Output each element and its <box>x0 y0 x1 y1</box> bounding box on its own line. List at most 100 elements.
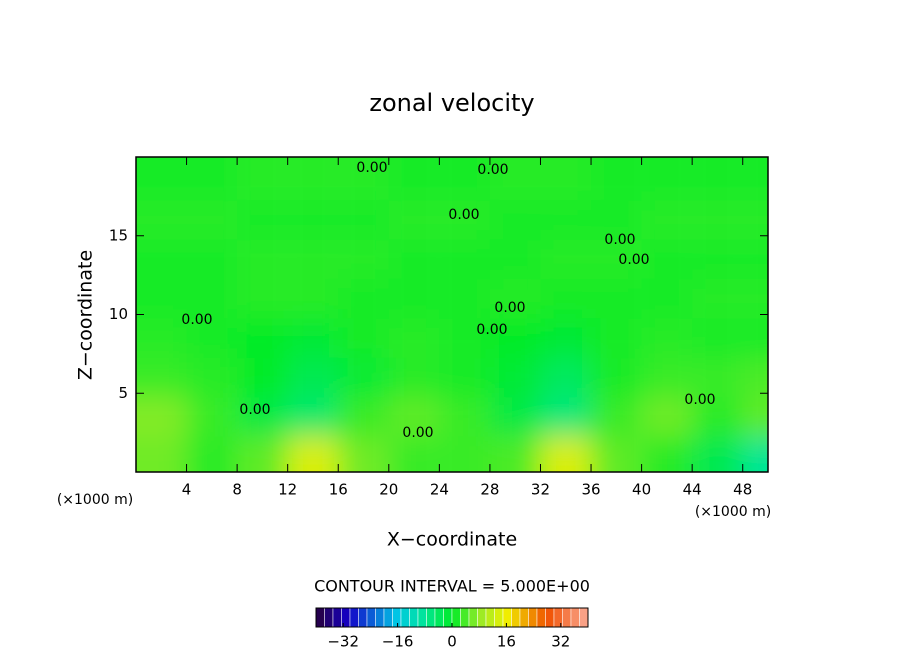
contour-label: 0.00 <box>239 402 270 418</box>
colorbar-cell <box>579 607 589 628</box>
field-cell <box>540 436 592 472</box>
field-cells <box>136 157 768 472</box>
field-cell <box>641 318 693 358</box>
colorbar-cell <box>358 607 368 628</box>
field-cell <box>237 157 288 201</box>
colorbar-tick-label: 0 <box>447 633 457 651</box>
contour-label: 0.00 <box>356 160 387 176</box>
field-cell <box>591 279 642 319</box>
field-cell <box>136 200 187 240</box>
contour-label: 0.00 <box>604 232 635 248</box>
field-cell <box>186 200 238 240</box>
field-cell <box>136 157 187 201</box>
colorbar-cell <box>494 607 504 628</box>
field-cell <box>287 318 339 358</box>
colorbar-cell <box>562 607 572 628</box>
field-cell <box>692 357 743 398</box>
colorbar-cell <box>519 607 529 628</box>
field-cell <box>641 357 693 398</box>
field-cell <box>742 436 768 472</box>
field-cell <box>186 436 238 472</box>
field-cell <box>742 279 768 319</box>
field-cell <box>540 279 592 319</box>
x-unit-label: (×1000 m) <box>57 492 133 508</box>
field-cell <box>237 397 288 437</box>
field-cell <box>136 357 187 398</box>
field-cell <box>489 318 541 358</box>
colorbar-cell <box>315 607 325 628</box>
contour-label: 0.00 <box>477 162 508 178</box>
field-cell <box>186 397 238 437</box>
field <box>136 157 768 472</box>
field-cell <box>439 357 490 398</box>
y-axis-label: Z−coordinate <box>75 250 97 380</box>
field-cell <box>388 239 440 280</box>
x-tick-label: 40 <box>632 481 651 499</box>
field-cell <box>338 200 389 240</box>
field-cell <box>287 239 339 280</box>
field-cell <box>186 357 238 398</box>
field-cell <box>439 318 490 358</box>
field-cell <box>540 357 592 398</box>
field-cell <box>338 239 389 280</box>
field-cell <box>540 397 592 437</box>
field-cell <box>338 357 389 398</box>
colorbar-cell <box>536 607 546 628</box>
field-cell <box>136 436 187 472</box>
colorbar-cell <box>392 607 402 628</box>
contour-label: 0.00 <box>494 300 525 316</box>
colorbar-cell <box>375 607 385 628</box>
field-cell <box>540 318 592 358</box>
field-cell <box>641 157 693 201</box>
x-tick-label: 20 <box>379 481 398 499</box>
field-cell <box>388 357 440 398</box>
colorbar-cell <box>400 607 410 628</box>
x-tick-label: 24 <box>430 481 449 499</box>
field-cell <box>338 397 389 437</box>
field-cell <box>237 318 288 358</box>
field-cell <box>692 318 743 358</box>
field-cell <box>641 279 693 319</box>
contour-interval: CONTOUR INTERVAL = 5.000E+00 <box>314 577 590 596</box>
field-cell <box>489 239 541 280</box>
field-cell <box>439 397 490 437</box>
field-cell <box>591 239 642 280</box>
colorbar-tick-label: −16 <box>382 633 414 651</box>
field-cell <box>641 200 693 240</box>
field-cell <box>591 397 642 437</box>
field-cell <box>186 157 238 201</box>
colorbar-cell <box>485 607 495 628</box>
field-cell <box>692 436 743 472</box>
colorbar-cell <box>460 607 470 628</box>
colorbar-cell <box>545 607 555 628</box>
colorbar-cell <box>451 607 461 628</box>
y-tick-label: 10 <box>109 305 128 323</box>
x-tick-label: 12 <box>278 481 297 499</box>
field-cell <box>287 397 339 437</box>
field-cell <box>742 318 768 358</box>
field-cell <box>388 279 440 319</box>
field-cell <box>692 157 743 201</box>
colorbar-cell <box>383 607 393 628</box>
x-tick-label: 48 <box>733 481 752 499</box>
colorbar-tick-label: 32 <box>551 633 570 651</box>
field-cell <box>439 157 490 201</box>
field-cell <box>237 239 288 280</box>
field-cell <box>742 357 768 398</box>
field-cell <box>591 357 642 398</box>
field-cell <box>742 157 768 201</box>
colorbar-cell <box>417 607 427 628</box>
colorbar-cell <box>528 607 538 628</box>
field-cell <box>439 200 490 240</box>
colorbar-cell <box>366 607 376 628</box>
field-cell <box>591 436 642 472</box>
field-cell <box>591 157 642 201</box>
contour-label: 0.00 <box>402 425 433 441</box>
field-cell <box>237 200 288 240</box>
field-cell <box>591 200 642 240</box>
colorbar-cell <box>349 607 359 628</box>
x-axis-label: X−coordinate <box>387 529 517 551</box>
y-tick-label: 15 <box>109 226 128 244</box>
field-cell <box>439 279 490 319</box>
